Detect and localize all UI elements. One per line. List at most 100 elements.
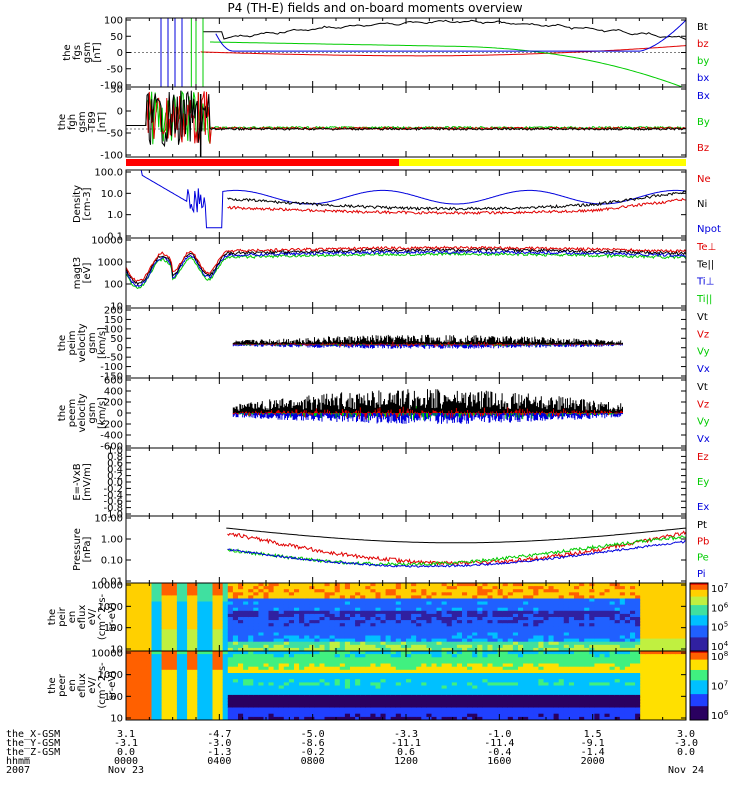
ephemeris-time-value: 0800 — [301, 756, 325, 767]
panel-temp-data — [126, 245, 686, 290]
y-tick-label: -0.2 — [103, 484, 123, 495]
ephemeris-y-value: -3.1 — [114, 738, 138, 749]
ephemeris-time-value: 2000 — [581, 756, 605, 767]
ephemeris-y-value: -11.1 — [391, 738, 421, 749]
y-tick-label: 100 — [104, 623, 123, 634]
legend-vz: Vz — [697, 329, 709, 340]
y-tick-label: 100 — [104, 692, 123, 703]
ephemeris-x-value: 3.0 — [677, 729, 695, 740]
legend-npot: Npot — [697, 224, 721, 235]
panel-frame — [125, 447, 687, 517]
y-tick-label: 10.00 — [94, 514, 123, 525]
ephemeris-x-value: -5.0 — [301, 729, 325, 740]
ephemeris-z-value: -0.2 — [301, 747, 325, 758]
ephemeris-x-value: 3.1 — [117, 729, 135, 740]
series-te-par — [126, 247, 686, 286]
panel-fgs: thefgsgsm[nT] — [62, 17, 687, 88]
y-axis-label: thefgsgsm[nT] — [62, 42, 103, 63]
panel-exb: E=-VxB[mV/m] — [72, 447, 687, 517]
panel-density: Density[cm-3] — [72, 169, 687, 239]
ephemeris-y-value: -3.0 — [207, 738, 231, 749]
y-tick-label: 0.10 — [101, 556, 123, 567]
ephemeris-z-value: 0.0 — [117, 747, 135, 758]
y-tick-label: 100.0 — [94, 168, 123, 179]
y-axis-label: thepeemvelocitygsm[km/s] — [57, 393, 108, 432]
y-tick-label: -1.0 — [103, 510, 123, 521]
panel-ionspec: thepeirenefluxeV/(cm^2-s-sr-eV) — [47, 582, 709, 652]
ephemeris-time-value: 1600 — [487, 756, 511, 767]
legend-pb: Pb — [697, 536, 709, 547]
legend-ni: Ni — [697, 199, 707, 210]
y-tick-label: 0.1 — [107, 232, 123, 243]
legend-pe: Pe — [697, 553, 709, 564]
series-velocity — [232, 334, 623, 345]
ephemeris-date-value: Nov 24 — [668, 765, 704, 776]
series-pb — [227, 530, 686, 566]
y-tick-label: 150 — [104, 315, 123, 326]
legend-ti⊥: Ti⊥ — [696, 277, 714, 288]
mode-bar-segment — [126, 159, 399, 166]
legend-vy: Vy — [697, 347, 710, 358]
y-tick-label: 1.00 — [101, 535, 123, 546]
series-ti-par — [126, 251, 686, 290]
series-bt — [203, 19, 686, 40]
legend-by: By — [697, 117, 710, 128]
y-tick-label: -0.8 — [103, 503, 123, 514]
y-tick-label: 0.8 — [107, 452, 123, 463]
y-axis-label: Pressure[nPa] — [72, 528, 93, 571]
series-velocity — [232, 413, 623, 424]
legend-vt: Vt — [697, 382, 708, 393]
ephemeris-y-value: -11.4 — [484, 738, 514, 749]
y-tick-label: 1000 — [98, 602, 123, 613]
legend-bz: Bz — [697, 143, 709, 154]
y-tick-label: 10.0 — [101, 189, 123, 200]
y-tick-label: -400 — [100, 431, 123, 442]
y-tick-label: 100 — [104, 280, 123, 291]
chart-title: P4 (TH-E) fields and on-board moments ov… — [227, 1, 523, 15]
panel-elecspec: thepeerenefluxeV/(cm^2-s-sr-eV) — [47, 650, 709, 721]
panel-ionspec-data — [126, 583, 686, 651]
y-tick-label: -50 — [107, 64, 123, 75]
ephemeris-z-value: 0.6 — [397, 747, 415, 758]
y-tick-label: 100 — [104, 324, 123, 335]
y-tick-label: 400 — [104, 387, 123, 398]
y-tick-label: 200 — [104, 398, 123, 409]
legend-ey: Ey — [697, 477, 709, 488]
panel-fgh: thefghgsm-T89[nT] — [57, 86, 687, 158]
y-tick-label: 50 — [110, 32, 123, 43]
y-tick-label: -50 — [107, 129, 123, 140]
legend-bx: bx — [697, 73, 709, 84]
legend-ex: Ex — [697, 502, 709, 513]
series-ne — [227, 197, 686, 215]
panel-eevel: thepeemvelocitygsm[km/s] — [57, 377, 687, 449]
ephemeris-y-value: -3.0 — [674, 738, 698, 749]
legend-vt: Vt — [697, 312, 708, 323]
ephemeris-row-label: the_X-GSM — [6, 729, 60, 740]
y-tick-label: -50 — [107, 353, 123, 364]
colorbar-tick-label: 106 — [711, 709, 729, 722]
ephemeris-row-label: the_Y-GSM — [6, 738, 60, 749]
y-axis-label: Density[cm-3] — [72, 185, 93, 223]
legend-by: by — [697, 56, 709, 67]
legend-bt: Bt — [697, 22, 708, 33]
panel-fgs-data — [126, 18, 686, 87]
legend-bz: bz — [697, 39, 709, 50]
colorbar-elecspec — [689, 650, 709, 721]
ephemeris-x-value: -1.0 — [487, 729, 511, 740]
y-tick-label: 1.0 — [107, 210, 123, 221]
y-tick-label: -0.6 — [103, 497, 123, 508]
series-velocity — [232, 344, 623, 349]
ephemeris-x-value: -4.7 — [207, 729, 231, 740]
series-by — [210, 41, 684, 87]
ephemeris-date-value: Nov 23 — [108, 765, 144, 776]
legend-ez: Ez — [697, 452, 709, 463]
y-tick-label: -100 — [100, 81, 123, 92]
y-axis-label: thepeirenefluxeV/(cm^2-s-sr-eV) — [47, 593, 118, 640]
y-tick-label: 100 — [104, 16, 123, 27]
panel-eivel-data — [232, 334, 623, 349]
y-tick-label: -200 — [100, 420, 123, 431]
legend-vx: Vx — [697, 364, 710, 375]
series-pi — [227, 540, 686, 568]
ephemeris-z-value: -1.3 — [207, 747, 231, 758]
legend-ti||: Ti|| — [696, 294, 712, 305]
